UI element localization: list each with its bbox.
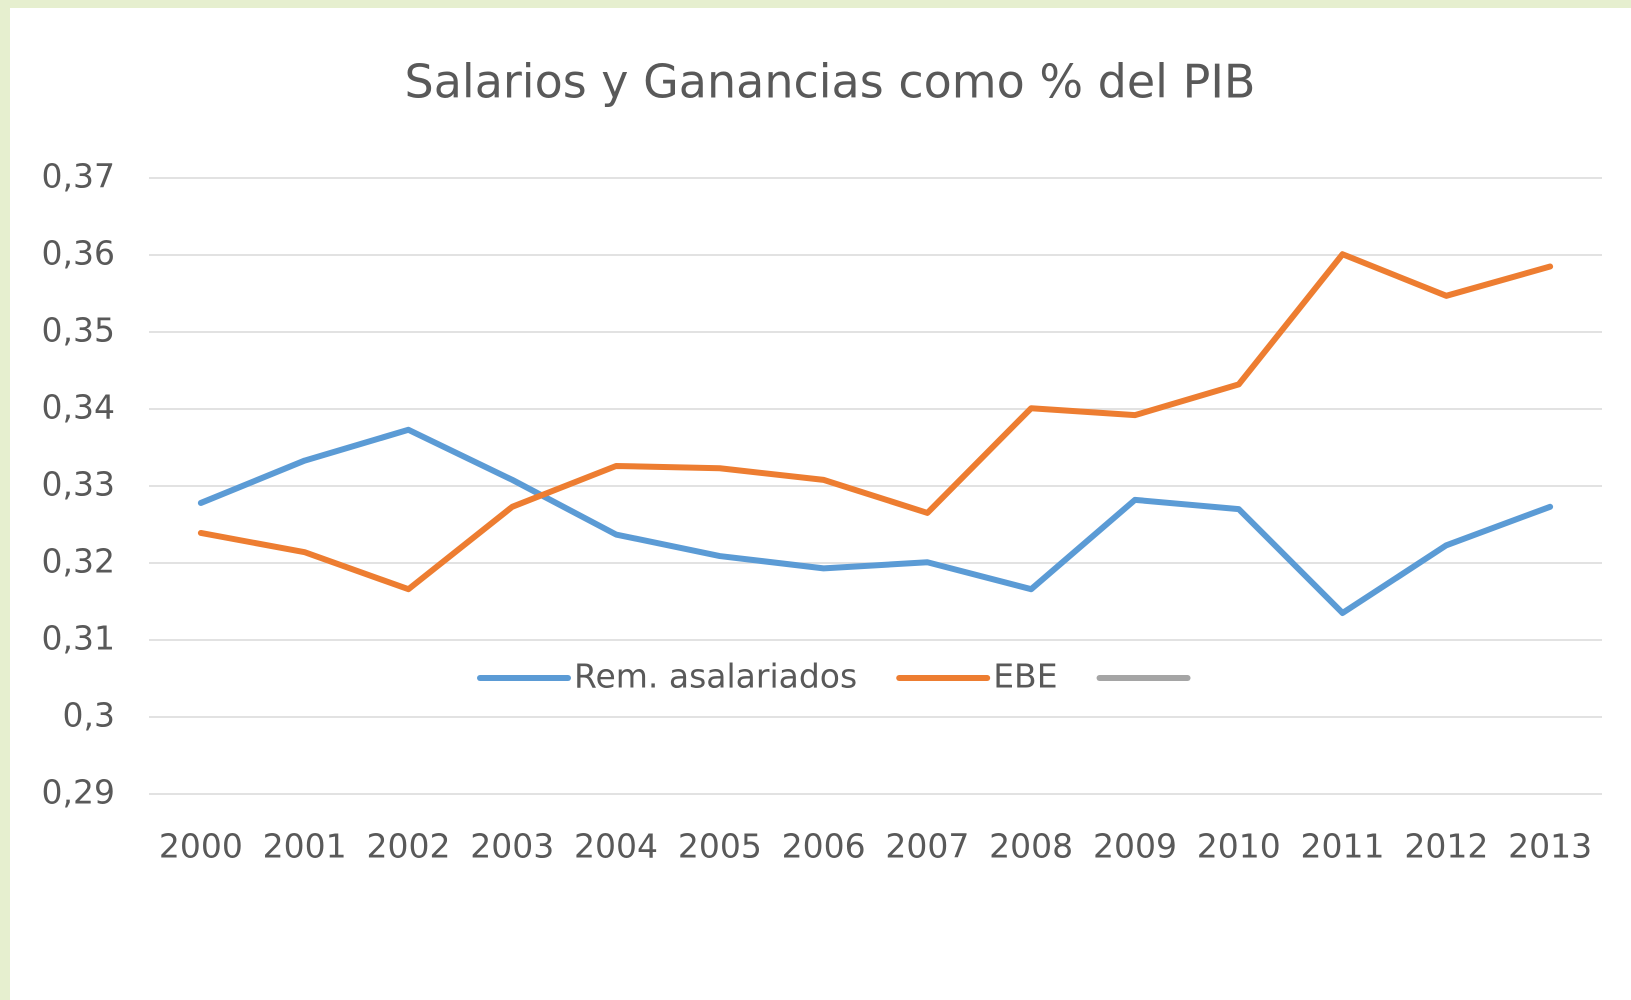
x-tick-label: 2001 bbox=[263, 827, 347, 866]
x-tick-label: 2013 bbox=[1508, 827, 1592, 866]
chart-area bbox=[10, 8, 1631, 1000]
x-tick-label: 2004 bbox=[574, 827, 658, 866]
x-tick-label: 2010 bbox=[1197, 827, 1281, 866]
y-tick-label: 0,32 bbox=[42, 542, 115, 581]
x-tick-label: 2006 bbox=[782, 827, 866, 866]
legend-label: EBE bbox=[993, 657, 1057, 696]
x-tick-label: 2003 bbox=[470, 827, 554, 866]
x-tick-label: 2011 bbox=[1301, 827, 1385, 866]
y-tick-label: 0,37 bbox=[42, 157, 115, 196]
y-tick-label: 0,33 bbox=[42, 465, 115, 504]
x-tick-label: 2005 bbox=[678, 827, 762, 866]
chart-title: Salarios y Ganancias como % del PIB bbox=[405, 55, 1256, 109]
series-line bbox=[197, 426, 1554, 617]
x-tick-label: 2008 bbox=[989, 827, 1073, 866]
x-tick-label: 2009 bbox=[1093, 827, 1177, 866]
x-tick-label: 2007 bbox=[885, 827, 969, 866]
y-tick-label: 0,31 bbox=[42, 619, 115, 658]
y-tick-label: 0,35 bbox=[42, 311, 115, 350]
y-tick-label: 0,34 bbox=[42, 388, 115, 427]
series-line bbox=[197, 251, 1554, 593]
y-tick-label: 0,3 bbox=[63, 696, 115, 735]
y-tick-label: 0,36 bbox=[42, 234, 115, 273]
x-tick-label: 2000 bbox=[159, 827, 243, 866]
x-tick-label: 2012 bbox=[1404, 827, 1488, 866]
legend-label: Rem. asalariados bbox=[574, 657, 857, 696]
x-tick-label: 2002 bbox=[366, 827, 450, 866]
y-tick-label: 0,29 bbox=[42, 773, 115, 812]
